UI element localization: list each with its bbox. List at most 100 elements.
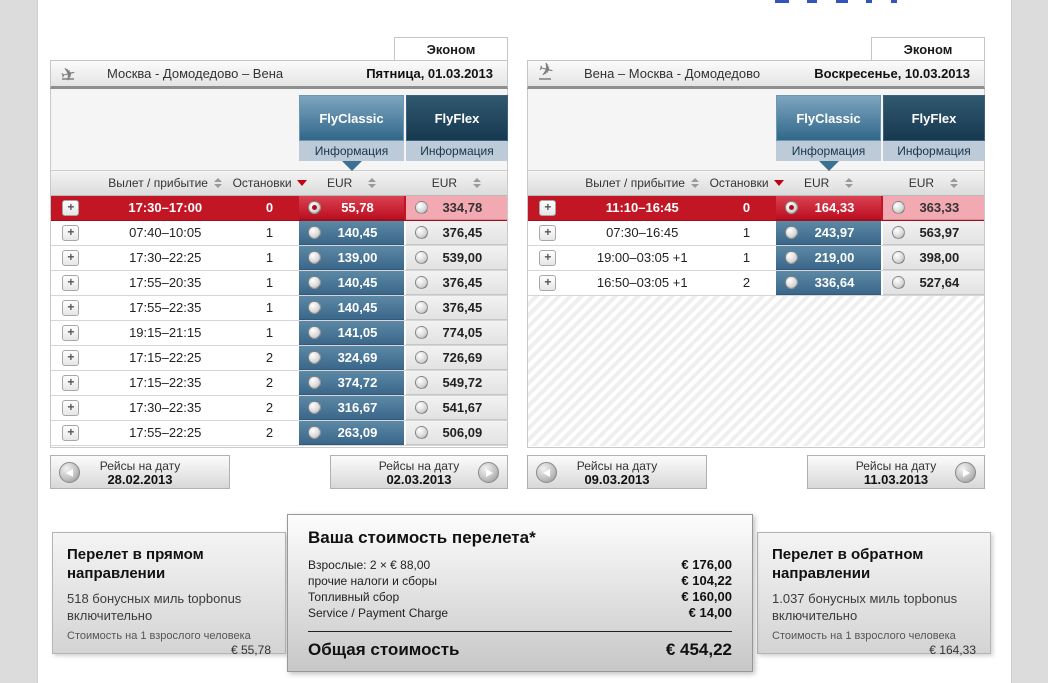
expand-row-button[interactable]: + [62,250,80,266]
outbound-prev-date-button[interactable]: Рейсы на дату 28.02.2013 [50,455,230,489]
time-column-header[interactable]: Вылет / прибытие [568,176,717,190]
flex-fare-radio[interactable] [414,401,428,414]
flex-fare-cell[interactable]: 563,97 [882,221,984,245]
flex-fare-cell[interactable]: 539,00 [405,246,507,270]
classic-fare-radio[interactable] [308,401,322,414]
tab-economy-inbound[interactable]: Эконом [871,37,985,60]
classic-fare-radio[interactable] [308,201,322,214]
classic-fare-radio[interactable] [308,426,322,439]
classic-fare-cell[interactable]: 139,00 [299,246,404,270]
flex-fare-cell[interactable]: 506,09 [405,421,507,445]
sort-icon[interactable] [473,178,482,188]
flex-fare-radio[interactable] [414,351,428,364]
classic-fare-cell[interactable]: 243,97 [776,221,881,245]
classic-fare-radio[interactable] [308,376,322,389]
classic-fare-cell[interactable]: 324,69 [299,346,404,370]
flex-fare-radio[interactable] [891,201,905,214]
classic-price-column-header[interactable]: EUR [777,176,881,190]
flight-row[interactable]: +17:30–22:35 2 316,67 541,67 [51,396,507,421]
flex-fare-cell[interactable]: 334,78 [405,196,507,220]
expand-row-button[interactable]: + [62,375,80,391]
classic-fare-cell[interactable]: 141,05 [299,321,404,345]
flight-row[interactable]: +17:30–22:25 1 139,00 539,00 [51,246,507,271]
expand-row-button[interactable]: + [62,200,80,216]
flyclassic-info-link[interactable]: Информация [299,141,404,161]
stops-column-header[interactable]: Остановки [233,176,307,190]
classic-fare-cell[interactable]: 140,45 [299,221,404,245]
flyflex-header-button[interactable]: FlyFlex [406,95,508,141]
flex-fare-radio[interactable] [414,376,428,389]
flight-row[interactable]: +17:15–22:35 2 374,72 549,72 [51,371,507,396]
flex-fare-cell[interactable]: 541,67 [405,396,507,420]
flex-fare-cell[interactable]: 527,64 [882,271,984,295]
expand-row-button[interactable]: + [539,200,557,216]
flight-row[interactable]: +11:10–16:45 0 164,33 363,33 [528,196,984,221]
flex-fare-radio[interactable] [891,276,905,289]
flex-fare-radio[interactable] [891,251,905,264]
flex-fare-cell[interactable]: 376,45 [405,221,507,245]
classic-fare-radio[interactable] [308,276,322,289]
sort-icon[interactable] [690,178,699,188]
flyflex-info-link[interactable]: Информация [406,141,508,161]
classic-fare-cell[interactable]: 140,45 [299,271,404,295]
classic-fare-cell[interactable]: 336,64 [776,271,881,295]
inbound-next-date-button[interactable]: Рейсы на дату 11.03.2013 [807,455,985,489]
classic-fare-cell[interactable]: 164,33 [776,196,881,220]
classic-fare-radio[interactable] [308,326,322,339]
expand-row-button[interactable]: + [62,275,80,291]
outbound-next-date-button[interactable]: Рейсы на дату 02.03.2013 [330,455,508,489]
flyclassic-info-link[interactable]: Информация [776,141,881,161]
flight-row[interactable]: +19:15–21:15 1 141,05 774,05 [51,321,507,346]
flex-fare-cell[interactable]: 726,69 [405,346,507,370]
flight-row[interactable]: +07:40–10:05 1 140,45 376,45 [51,221,507,246]
flex-fare-radio[interactable] [414,226,428,239]
flex-fare-radio[interactable] [414,251,428,264]
classic-fare-cell[interactable]: 219,00 [776,246,881,270]
expand-row-button[interactable]: + [62,400,80,416]
expand-row-button[interactable]: + [62,300,80,316]
flex-fare-cell[interactable]: 363,33 [882,196,984,220]
flex-price-column-header[interactable]: EUR [883,176,984,190]
classic-fare-radio[interactable] [785,251,799,264]
classic-fare-radio[interactable] [785,201,799,214]
inbound-prev-date-button[interactable]: Рейсы на дату 09.03.2013 [527,455,707,489]
flyclassic-header-button[interactable]: FlyClassic [299,95,404,141]
classic-price-column-header[interactable]: EUR [300,176,404,190]
expand-row-button[interactable]: + [62,425,80,441]
expand-row-button[interactable]: + [539,275,557,291]
flight-row[interactable]: +19:00–03:05 +1 1 219,00 398,00 [528,246,984,271]
classic-fare-cell[interactable]: 263,09 [299,421,404,445]
classic-fare-cell[interactable]: 140,45 [299,296,404,320]
flex-fare-radio[interactable] [414,426,428,439]
classic-fare-cell[interactable]: 374,72 [299,371,404,395]
expand-row-button[interactable]: + [539,250,557,266]
classic-fare-radio[interactable] [308,351,322,364]
expand-row-button[interactable]: + [539,225,557,241]
flight-row[interactable]: +17:15–22:25 2 324,69 726,69 [51,346,507,371]
sort-icon[interactable] [213,178,222,188]
flex-fare-cell[interactable]: 774,05 [405,321,507,345]
flex-fare-radio[interactable] [414,201,428,214]
tab-economy-outbound[interactable]: Эконом [394,37,508,60]
flex-fare-radio[interactable] [414,276,428,289]
classic-fare-radio[interactable] [308,226,322,239]
sort-icon[interactable] [845,178,854,188]
classic-fare-radio[interactable] [785,226,799,239]
flight-row[interactable]: +07:30–16:45 1 243,97 563,97 [528,221,984,246]
flight-row[interactable]: +17:30–17:00 0 55,78 334,78 [51,196,507,221]
flight-row[interactable]: +17:55–22:25 2 263,09 506,09 [51,421,507,446]
flex-fare-radio[interactable] [414,326,428,339]
flex-fare-radio[interactable] [414,301,428,314]
flex-fare-radio[interactable] [891,226,905,239]
sort-desc-icon[interactable] [773,180,784,186]
sort-icon[interactable] [950,178,959,188]
flex-fare-cell[interactable]: 549,72 [405,371,507,395]
flex-fare-cell[interactable]: 376,45 [405,296,507,320]
flyflex-header-button[interactable]: FlyFlex [883,95,985,141]
flex-fare-cell[interactable]: 376,45 [405,271,507,295]
flight-row[interactable]: +17:55–20:35 1 140,45 376,45 [51,271,507,296]
flight-row[interactable]: +16:50–03:05 +1 2 336,64 527,64 [528,271,984,296]
sort-icon[interactable] [368,178,377,188]
sort-desc-icon[interactable] [296,180,307,186]
flight-row[interactable]: +17:55–22:35 1 140,45 376,45 [51,296,507,321]
